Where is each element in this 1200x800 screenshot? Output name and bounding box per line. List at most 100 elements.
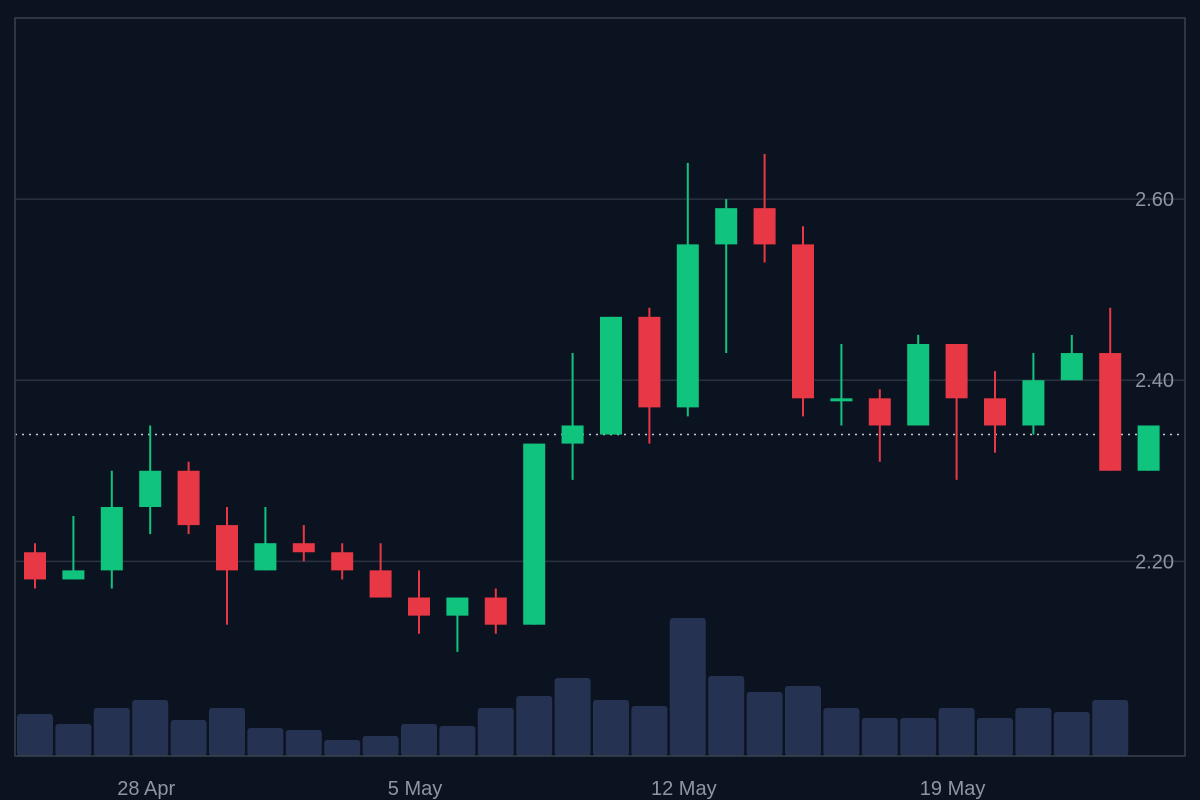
volume-bar: [746, 692, 783, 756]
candle-body: [561, 425, 584, 444]
candle: [523, 443, 546, 625]
candle: [638, 307, 661, 444]
candle-body: [254, 543, 277, 571]
volume-bar: [93, 708, 130, 756]
volume-bar: [170, 720, 207, 756]
candle: [254, 506, 277, 571]
candle-body: [907, 343, 930, 426]
candle-body: [177, 470, 200, 526]
candle-body: [216, 525, 238, 571]
candle: [1060, 334, 1083, 381]
candle-body: [945, 343, 968, 399]
candle: [408, 570, 430, 634]
candle: [600, 316, 622, 435]
candle-body: [753, 208, 776, 245]
volume-bar: [977, 718, 1013, 756]
candle-body: [1099, 353, 1122, 471]
candle-body: [484, 597, 507, 625]
volume-bar: [1053, 712, 1090, 756]
volume-bar: [401, 724, 437, 756]
volume-bar: [708, 676, 745, 756]
candle-body: [369, 570, 392, 598]
candle-body: [331, 552, 354, 571]
plot-frame-border: [14, 17, 1186, 757]
plot-frame: [14, 17, 1186, 757]
candle-body: [139, 470, 162, 507]
volume-bar: [1015, 708, 1052, 756]
volume-bar: [938, 708, 975, 756]
volume-bar: [785, 686, 821, 756]
volume-bar: [861, 718, 898, 756]
volume-bar: [516, 696, 553, 756]
volume-bar: [285, 730, 322, 756]
candle-body: [676, 244, 699, 408]
x-tick-label: 5 May: [388, 778, 442, 800]
candle: [561, 353, 584, 480]
candles: [24, 153, 1160, 652]
volume-bar: [132, 700, 169, 756]
volume-bar: [247, 728, 284, 756]
candle: [446, 597, 469, 652]
candle-body: [1137, 425, 1160, 471]
y-tick-label: 2.40: [1135, 370, 1174, 392]
volume-bar: [324, 740, 361, 756]
candle: [753, 153, 776, 263]
candle-body: [408, 597, 430, 616]
candle-body: [792, 244, 814, 399]
candle: [24, 543, 46, 589]
candle: [907, 334, 930, 426]
candle: [177, 461, 200, 535]
candle-body: [523, 443, 546, 625]
volume-bar: [593, 700, 629, 756]
volume-bar: [209, 708, 245, 756]
candle: [369, 543, 392, 598]
candle: [484, 588, 507, 634]
candle: [139, 425, 162, 535]
candle: [1137, 425, 1160, 471]
candle-body: [984, 398, 1006, 426]
candle-body: [600, 316, 622, 435]
candle-body: [638, 316, 661, 408]
candle: [984, 371, 1006, 453]
candle: [100, 470, 123, 589]
candle: [216, 506, 238, 625]
volume-bar: [823, 708, 860, 756]
candle: [1099, 307, 1122, 471]
candle: [292, 525, 315, 562]
candle: [62, 516, 85, 580]
candle-body: [62, 570, 85, 580]
y-tick-label: 2.20: [1135, 551, 1174, 573]
candle-body: [100, 506, 123, 571]
x-axis-tick-labels: 28 Apr 5 May 12 May 19 May: [117, 778, 985, 800]
volume-bar: [17, 714, 53, 756]
candle-body: [292, 543, 315, 553]
candle-body: [446, 597, 469, 616]
candle: [1022, 353, 1045, 435]
x-tick-label: 28 Apr: [117, 778, 175, 800]
volume-bar: [362, 736, 399, 756]
candle: [830, 343, 853, 426]
candle: [945, 343, 968, 480]
candle-body: [1060, 353, 1083, 381]
candle-body: [24, 552, 46, 580]
volume-bar: [1092, 700, 1129, 756]
y-axis-tick-labels: 2.20 2.40 2.60: [1135, 189, 1174, 573]
volume-bar: [900, 718, 937, 756]
volume-bar: [55, 724, 92, 756]
y-tick-label: 2.60: [1135, 189, 1174, 211]
candle: [715, 199, 738, 354]
candle: [792, 226, 814, 417]
candle-body: [830, 398, 853, 402]
candle-body: [1022, 380, 1045, 426]
x-tick-label: 12 May: [651, 778, 717, 800]
volume-bar: [439, 726, 476, 756]
volume-bars: [17, 618, 1129, 756]
candle-body: [868, 398, 891, 426]
volume-bar: [669, 618, 706, 756]
candle: [868, 389, 891, 462]
volume-bar: [477, 708, 514, 756]
volume-bar: [631, 706, 668, 756]
candle: [676, 162, 699, 417]
x-tick-label: 19 May: [920, 778, 986, 800]
